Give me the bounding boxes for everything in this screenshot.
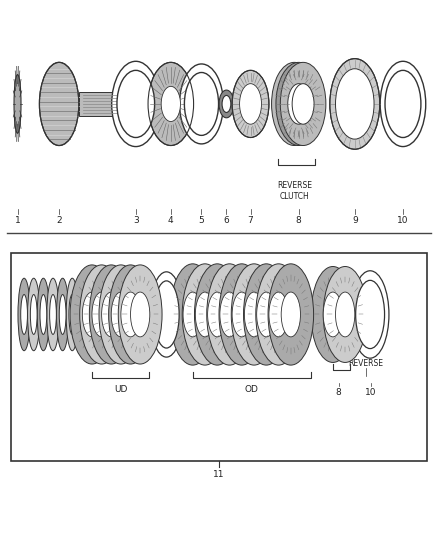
Ellipse shape xyxy=(131,292,150,337)
Text: 4: 4 xyxy=(168,216,173,225)
Ellipse shape xyxy=(276,62,321,146)
Ellipse shape xyxy=(76,278,88,351)
Ellipse shape xyxy=(82,292,102,337)
Ellipse shape xyxy=(148,62,194,146)
Ellipse shape xyxy=(161,86,180,122)
Ellipse shape xyxy=(269,292,288,337)
Ellipse shape xyxy=(240,84,261,124)
Ellipse shape xyxy=(117,70,155,138)
Ellipse shape xyxy=(120,92,138,116)
Text: REVERSE: REVERSE xyxy=(348,359,383,368)
Text: 8: 8 xyxy=(336,388,342,397)
Ellipse shape xyxy=(231,264,277,365)
Ellipse shape xyxy=(57,278,69,351)
Ellipse shape xyxy=(280,62,326,146)
Ellipse shape xyxy=(195,292,215,337)
Ellipse shape xyxy=(268,264,314,365)
Text: 6: 6 xyxy=(223,216,230,225)
Ellipse shape xyxy=(220,292,239,337)
Ellipse shape xyxy=(184,72,219,135)
Ellipse shape xyxy=(28,278,40,351)
Ellipse shape xyxy=(37,278,49,351)
Text: 1: 1 xyxy=(14,216,21,225)
Text: 11: 11 xyxy=(213,470,225,479)
Text: UD: UD xyxy=(114,385,127,394)
Ellipse shape xyxy=(219,90,234,118)
Ellipse shape xyxy=(154,281,179,348)
Ellipse shape xyxy=(232,292,251,337)
Ellipse shape xyxy=(109,265,152,364)
Ellipse shape xyxy=(39,62,79,146)
Ellipse shape xyxy=(66,278,78,351)
Text: 2: 2 xyxy=(57,216,62,225)
Ellipse shape xyxy=(70,265,114,364)
Ellipse shape xyxy=(232,70,269,138)
Ellipse shape xyxy=(244,264,289,365)
Ellipse shape xyxy=(356,280,385,349)
Ellipse shape xyxy=(194,264,240,365)
Ellipse shape xyxy=(80,265,124,364)
Text: 10: 10 xyxy=(397,216,409,225)
FancyBboxPatch shape xyxy=(79,92,129,116)
Ellipse shape xyxy=(283,84,305,124)
Ellipse shape xyxy=(40,295,47,334)
Text: 5: 5 xyxy=(198,216,205,225)
Ellipse shape xyxy=(311,266,355,362)
Ellipse shape xyxy=(102,292,121,337)
Ellipse shape xyxy=(112,61,160,147)
Ellipse shape xyxy=(222,95,231,112)
Ellipse shape xyxy=(78,295,85,334)
Ellipse shape xyxy=(18,278,30,351)
Ellipse shape xyxy=(182,264,228,365)
Ellipse shape xyxy=(219,264,265,365)
Text: 3: 3 xyxy=(133,216,139,225)
Ellipse shape xyxy=(281,292,300,337)
FancyBboxPatch shape xyxy=(11,253,427,461)
Ellipse shape xyxy=(121,292,140,337)
Ellipse shape xyxy=(111,292,131,337)
Ellipse shape xyxy=(89,265,133,364)
Ellipse shape xyxy=(49,295,57,334)
Ellipse shape xyxy=(47,278,59,351)
Ellipse shape xyxy=(92,292,111,337)
Ellipse shape xyxy=(323,266,367,362)
Text: 7: 7 xyxy=(247,216,254,225)
Text: 10: 10 xyxy=(365,388,377,397)
Ellipse shape xyxy=(207,264,252,365)
Ellipse shape xyxy=(170,264,215,365)
Ellipse shape xyxy=(180,64,223,144)
Ellipse shape xyxy=(14,75,21,133)
Ellipse shape xyxy=(30,295,37,334)
Ellipse shape xyxy=(257,292,276,337)
Text: 9: 9 xyxy=(352,216,358,225)
Ellipse shape xyxy=(150,272,183,357)
Ellipse shape xyxy=(336,292,355,337)
Ellipse shape xyxy=(99,265,143,364)
Ellipse shape xyxy=(336,69,374,139)
Ellipse shape xyxy=(59,295,66,334)
Ellipse shape xyxy=(244,292,264,337)
Ellipse shape xyxy=(272,62,317,146)
Ellipse shape xyxy=(292,84,314,124)
Ellipse shape xyxy=(288,84,310,124)
Ellipse shape xyxy=(118,265,162,364)
Ellipse shape xyxy=(351,271,389,358)
Ellipse shape xyxy=(208,292,227,337)
Ellipse shape xyxy=(380,61,426,147)
Ellipse shape xyxy=(21,295,28,334)
Ellipse shape xyxy=(69,295,76,334)
Ellipse shape xyxy=(330,59,380,149)
Ellipse shape xyxy=(256,264,301,365)
Ellipse shape xyxy=(385,70,421,138)
Text: REVERSE
CLUTCH: REVERSE CLUTCH xyxy=(277,181,312,200)
Text: OD: OD xyxy=(245,385,259,394)
Ellipse shape xyxy=(183,292,202,337)
Ellipse shape xyxy=(323,292,343,337)
Text: 8: 8 xyxy=(296,216,302,225)
